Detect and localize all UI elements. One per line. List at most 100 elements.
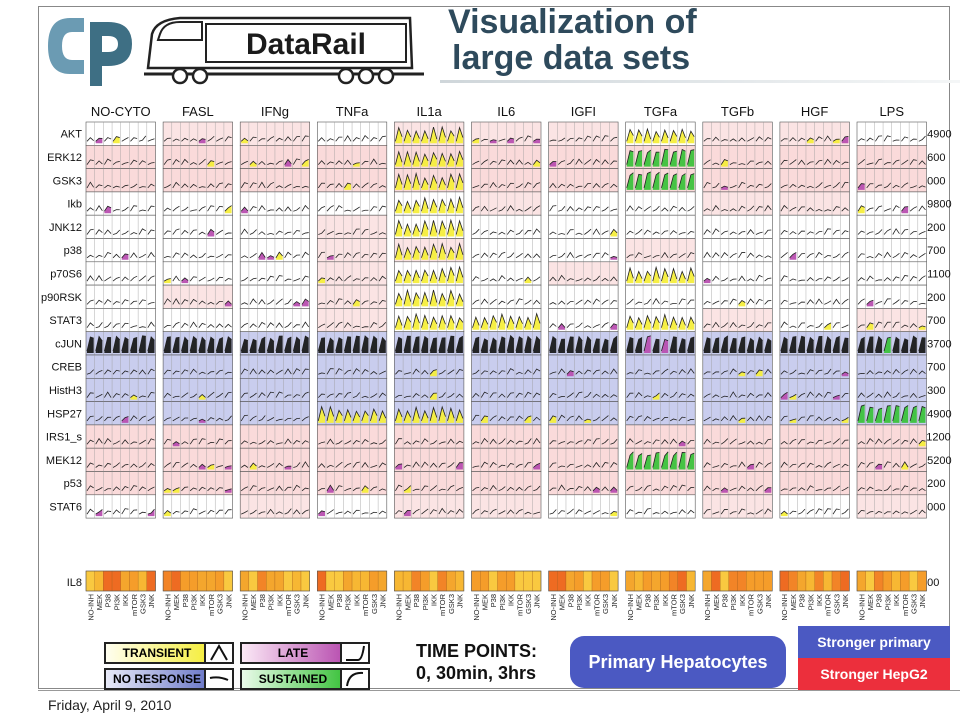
row-max-hsp27: 24900 — [921, 408, 952, 420]
il8-cell-tgfb — [702, 570, 773, 592]
row-label-creb: CREB — [51, 362, 82, 374]
row-label-stat6: STAT6 — [49, 501, 82, 513]
cell-tnfa-jnk12 — [316, 214, 388, 239]
inhibitor-label-ikk: IKK — [198, 594, 207, 606]
cell-tgfa-irs1_s — [625, 424, 696, 449]
cell-tgfa-stat3 — [625, 308, 696, 332]
legend-no-response: NO RESPONSE — [104, 668, 234, 690]
cell-lps-akt — [856, 121, 927, 146]
legend-transient-label: TRANSIENT — [106, 644, 208, 662]
cell-lps-stat3 — [856, 308, 927, 332]
inhibitor-label-mtor: mTOR — [130, 593, 139, 616]
cell-hgf-ikb — [779, 191, 850, 216]
inhibitor-label-pi3k: PI3K — [190, 594, 199, 610]
cell-hgf-mek12 — [779, 447, 850, 472]
cell-tgfa-p38 — [625, 238, 696, 263]
cell-tgfb-stat3 — [702, 308, 773, 332]
cell-tgfb-hsp27 — [702, 401, 773, 426]
cell-tgfb-cjun — [702, 331, 773, 356]
cell-lps-p38 — [856, 238, 927, 263]
cell-ifng-p53 — [239, 471, 310, 496]
cell-igfi-erk12 — [548, 145, 619, 169]
row-max-gsk3: 8000 — [921, 175, 945, 187]
inhibitor-label-mek: MEK — [403, 594, 412, 610]
cell-tnfa-p53 — [316, 471, 388, 496]
cell-tnfa-erk12 — [316, 145, 388, 169]
cell-hgf-p70s6 — [779, 261, 850, 286]
cell-fasl-irs1_s — [162, 424, 233, 449]
row-label-irs1_s: IRS1_s — [46, 432, 83, 444]
column-label-tgfa: TGFa — [644, 104, 678, 119]
time-points-heading: TIME POINTS: — [416, 641, 537, 661]
cell-tgfb-jnk12 — [702, 214, 773, 239]
inhibitor-label-pi3k: PI3K — [883, 594, 892, 610]
cell-lps-stat6 — [856, 494, 927, 519]
cell-fasl-histh3 — [162, 377, 233, 402]
cell-il1a-p38 — [394, 238, 465, 263]
cell-tgfa-mek12 — [625, 447, 696, 472]
inhibitor-label-mek: MEK — [866, 594, 875, 610]
inhibitor-label-ikk: IKK — [584, 594, 593, 606]
cell-ifng-hsp27 — [239, 401, 310, 426]
stronger-hepg2-key: Stronger HepG2 — [798, 658, 950, 690]
inhibitor-label-jnk: JNK — [301, 594, 310, 608]
cell-il1a-cjun — [394, 331, 465, 356]
cell-fasl-p53 — [162, 471, 233, 496]
cell-fasl-akt — [162, 121, 233, 146]
cell-ifng-p70s6 — [239, 261, 310, 286]
cell-no-cyto-gsk3 — [85, 168, 156, 193]
column-label-tgfb: TGFb — [721, 104, 754, 119]
cell-tgfa-erk12 — [625, 145, 696, 169]
row-max-creb: 3700 — [921, 362, 945, 374]
cell-igfi-stat6 — [548, 494, 619, 519]
il8-cell-tgfa — [625, 570, 696, 592]
inhibitor-label-no-inh: NO-INH — [780, 594, 789, 621]
cell-tgfb-p53 — [702, 471, 773, 496]
datarail-train-logo: DataRail — [144, 16, 424, 85]
inhibitor-label-mtor: mTOR — [592, 593, 601, 616]
cell-igfi-irs1_s — [548, 424, 619, 449]
inhibitor-label-pi3k: PI3K — [421, 594, 430, 610]
cell-tnfa-stat3 — [316, 308, 388, 332]
cell-tgfb-creb — [702, 354, 773, 379]
title-underline — [440, 80, 960, 83]
time-points-values: 0, 30min, 3hrs — [416, 663, 537, 683]
inhibitor-label-p38: P38 — [335, 594, 344, 607]
cell-no-cyto-irs1_s — [85, 424, 156, 449]
inhibitor-label-no-inh: NO-INH — [318, 594, 327, 621]
stronger-primary-key: Stronger primary — [798, 626, 950, 658]
cell-il1a-ikb — [394, 191, 465, 216]
inhibitor-label-jnk: JNK — [687, 594, 696, 608]
cell-hgf-creb — [779, 354, 850, 379]
inhibitor-label-jnk: JNK — [224, 594, 233, 608]
inhibitor-label-mek: MEK — [95, 594, 104, 610]
cell-no-cyto-erk12 — [85, 145, 156, 169]
cell-tgfb-gsk3 — [702, 168, 773, 193]
il8-cell-fasl — [162, 570, 233, 592]
cell-il1a-irs1_s — [394, 424, 465, 449]
cell-tgfa-p53 — [625, 471, 696, 496]
il8-cell-igfi — [548, 570, 619, 592]
cell-tgfb-mek12 — [702, 447, 773, 472]
row-max-stat3: 5700 — [921, 315, 945, 327]
inhibitor-label-mek: MEK — [249, 594, 258, 610]
inhibitor-label-mek: MEK — [558, 594, 567, 610]
cell-tnfa-histh3 — [316, 377, 388, 402]
cell-ifng-stat3 — [239, 308, 310, 332]
legend-no-response-label: NO RESPONSE — [106, 670, 208, 688]
row-label-jnk12: JNK12 — [49, 222, 82, 234]
cell-igfi-cjun — [548, 331, 619, 356]
cell-fasl-cjun — [162, 331, 233, 356]
inhibitor-label-no-inh: NO-INH — [241, 594, 250, 621]
cell-il6-hsp27 — [471, 401, 542, 426]
cell-il6-stat6 — [471, 494, 542, 519]
cell-tnfa-stat6 — [316, 494, 388, 519]
cell-tgfa-p90rsk — [625, 284, 696, 309]
cell-tgfa-histh3 — [625, 377, 696, 402]
cell-ifng-creb — [239, 354, 310, 379]
inhibitor-label-gsk3: GSK3 — [678, 594, 687, 614]
slide-frame — [38, 6, 950, 689]
cell-igfi-stat3 — [548, 308, 619, 332]
inhibitor-label-gsk3: GSK3 — [293, 594, 302, 614]
